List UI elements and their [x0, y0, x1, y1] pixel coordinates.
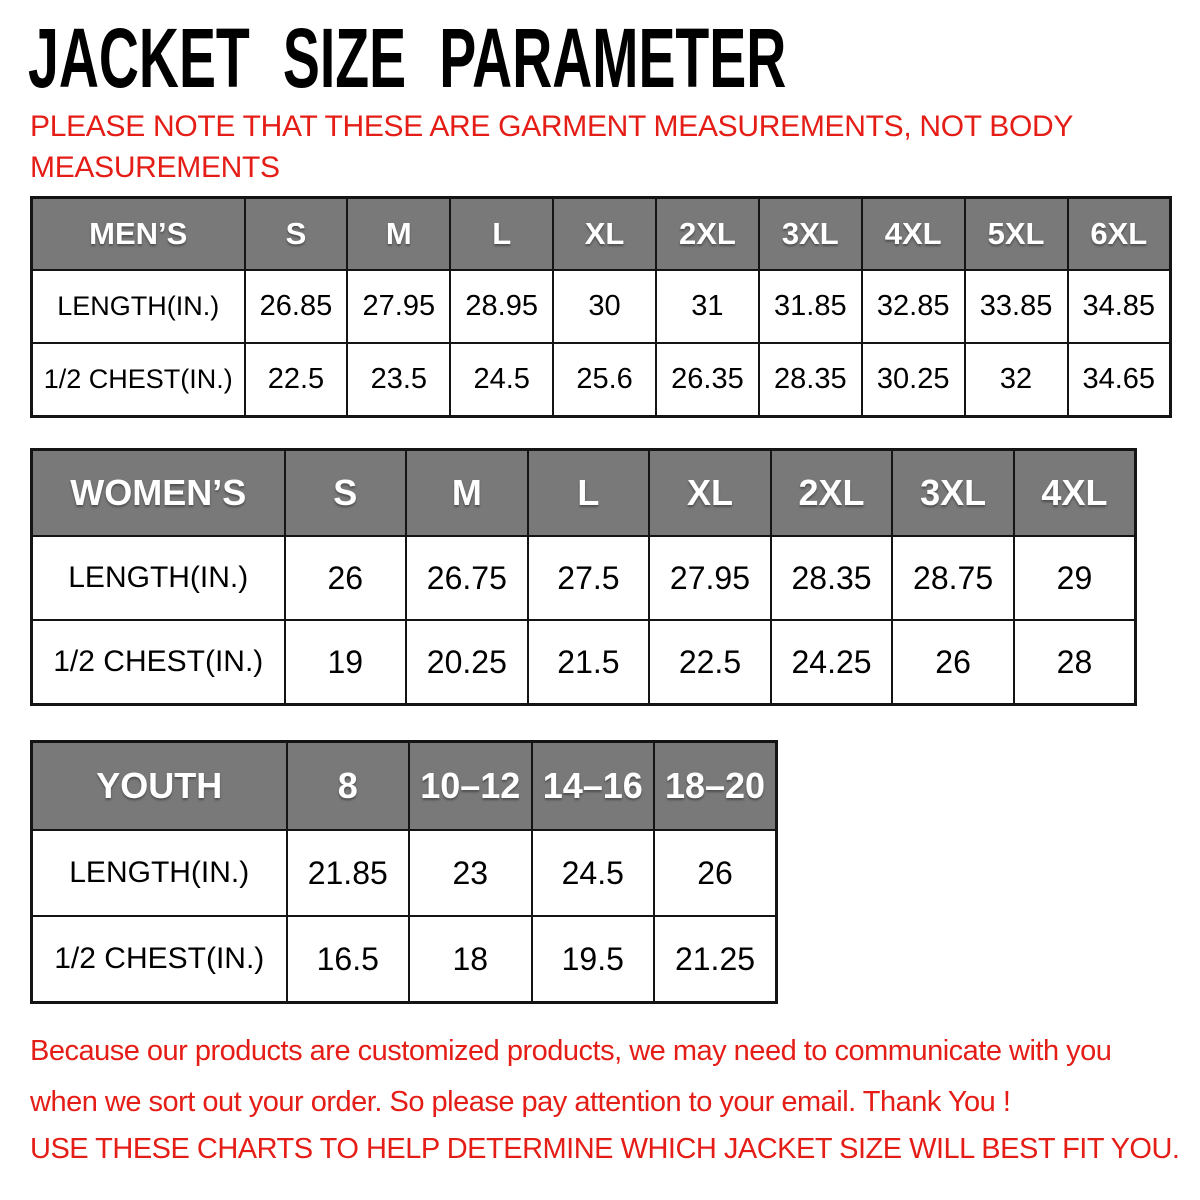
data-cell: 19: [283, 619, 408, 706]
size-header-cell: 4XL: [860, 196, 966, 271]
page-title: JACKET SIZE PARAMETER: [28, 11, 787, 105]
data-cell: 31.85: [757, 269, 863, 344]
size-header-cell: 3XL: [891, 448, 1015, 537]
data-cell: 30.25: [860, 342, 966, 418]
data-cell: 26: [653, 829, 778, 917]
data-cell: 24.25: [769, 619, 894, 706]
data-cell: 31: [655, 269, 760, 344]
table-row: LENGTH(IN.) 26.85 27.95 28.95 30 31 31.85 32.85…: [30, 269, 1172, 344]
size-header-cell: 6XL: [1066, 196, 1172, 271]
data-cell: 21.85: [285, 829, 410, 917]
data-cell: 30: [552, 269, 657, 344]
data-cell: 18: [408, 915, 533, 1004]
chart-usage-line: USE THESE CHARTS TO HELP DETERMINE WHICH…: [30, 1133, 1180, 1165]
data-cell: 32: [963, 342, 1069, 418]
customization-notice: Because our products are customized prod…: [30, 1026, 1112, 1128]
data-cell: 27.95: [648, 535, 772, 621]
table-row: LENGTH(IN.) 26 26.75 27.5 27.95 28.35 28.75 29: [30, 535, 1137, 621]
header-row: MEN’S S M L XL 2XL 3XL 4XL 5XL 6XL: [30, 196, 1172, 271]
data-cell: 19.5: [530, 915, 655, 1004]
data-cell: 28: [1012, 619, 1137, 706]
size-header-cell: 2XL: [769, 448, 894, 537]
row-label-cell: LENGTH(IN.): [30, 829, 288, 917]
data-cell: 16.5: [285, 915, 410, 1004]
data-cell: 23: [408, 829, 533, 917]
header-row: WOMEN’S S M L XL 2XL 3XL 4XL: [30, 448, 1137, 537]
data-cell: 24.5: [530, 829, 655, 917]
data-cell: 23.5: [346, 342, 452, 418]
data-cell: 21.25: [653, 915, 778, 1004]
data-cell: 26.85: [243, 269, 349, 344]
size-header-cell: S: [243, 196, 349, 271]
row-label-cell: 1/2 CHEST(IN.): [30, 342, 246, 418]
data-cell: 27.5: [526, 535, 651, 621]
data-cell: 28.95: [449, 269, 555, 344]
size-header-cell: 14–16: [530, 740, 655, 831]
data-cell: 20.25: [405, 619, 529, 706]
row-label-cell: 1/2 CHEST(IN.): [30, 619, 286, 706]
womens-size-table: WOMEN’S S M L XL 2XL 3XL 4XL LENGTH(IN.) 26 26.75 2…: [30, 448, 1137, 706]
size-header-cell: 2XL: [655, 196, 760, 271]
size-header-cell: 3XL: [757, 196, 863, 271]
size-header-cell: XL: [552, 196, 657, 271]
table-title-cell: MEN’S: [30, 196, 246, 271]
data-cell: 34.85: [1066, 269, 1172, 344]
row-label-cell: LENGTH(IN.): [30, 535, 286, 621]
table-row: 1/2 CHEST(IN.) 22.5 23.5 24.5 25.6 26.35 28.35…: [30, 342, 1172, 418]
table-row: 1/2 CHEST(IN.) 19 20.25 21.5 22.5 24.25 26 28: [30, 619, 1137, 706]
data-cell: 29: [1012, 535, 1137, 621]
data-cell: 33.85: [963, 269, 1069, 344]
header-row: YOUTH 8 10–12 14–16 18–20: [30, 740, 778, 831]
size-header-cell: S: [283, 448, 408, 537]
size-header-cell: M: [346, 196, 452, 271]
size-header-cell: M: [405, 448, 529, 537]
table-row: LENGTH(IN.) 21.85 23 24.5 26: [30, 829, 778, 917]
size-header-cell: 8: [285, 740, 410, 831]
data-cell: 28.35: [769, 535, 894, 621]
data-cell: 26: [891, 619, 1015, 706]
data-cell: 22.5: [648, 619, 772, 706]
data-cell: 28.35: [757, 342, 863, 418]
size-header-cell: L: [526, 448, 651, 537]
data-cell: 28.75: [891, 535, 1015, 621]
youth-size-table: YOUTH 8 10–12 14–16 18–20 LENGTH(IN.) 21.85 23 2…: [30, 740, 778, 1004]
data-cell: 25.6: [552, 342, 657, 418]
data-cell: 26.35: [655, 342, 760, 418]
size-header-cell: XL: [648, 448, 772, 537]
size-header-cell: L: [449, 196, 555, 271]
data-cell: 34.65: [1066, 342, 1172, 418]
notice-line-2: when we sort out your order. So please p…: [30, 1086, 1011, 1119]
table-title-cell: WOMEN’S: [30, 448, 286, 537]
note-line-1: PLEASE NOTE THAT THESE ARE GARMENT MEASU…: [30, 110, 1074, 143]
data-cell: 26.75: [405, 535, 529, 621]
table-row: 1/2 CHEST(IN.) 16.5 18 19.5 21.25: [30, 915, 778, 1004]
notice-line-1: Because our products are customized prod…: [30, 1035, 1112, 1067]
size-header-cell: 10–12: [408, 740, 533, 831]
data-cell: 26: [283, 535, 408, 621]
data-cell: 21.5: [526, 619, 651, 706]
data-cell: 32.85: [860, 269, 966, 344]
data-cell: 27.95: [346, 269, 452, 344]
table-title-cell: YOUTH: [30, 740, 288, 831]
row-label-cell: 1/2 CHEST(IN.): [30, 915, 288, 1004]
size-header-cell: 4XL: [1012, 448, 1137, 537]
garment-measurement-note: PLEASE NOTE THAT THESE ARE GARMENT MEASU…: [30, 106, 1073, 188]
note-line-2: MEASUREMENTS: [30, 151, 280, 185]
mens-size-table: MEN’S S M L XL 2XL 3XL 4XL 5XL 6XL LENGTH(IN.) 26.8…: [30, 196, 1172, 418]
size-header-cell: 18–20: [653, 740, 778, 831]
size-header-cell: 5XL: [963, 196, 1069, 271]
row-label-cell: LENGTH(IN.): [30, 269, 246, 344]
data-cell: 24.5: [449, 342, 555, 418]
data-cell: 22.5: [243, 342, 349, 418]
